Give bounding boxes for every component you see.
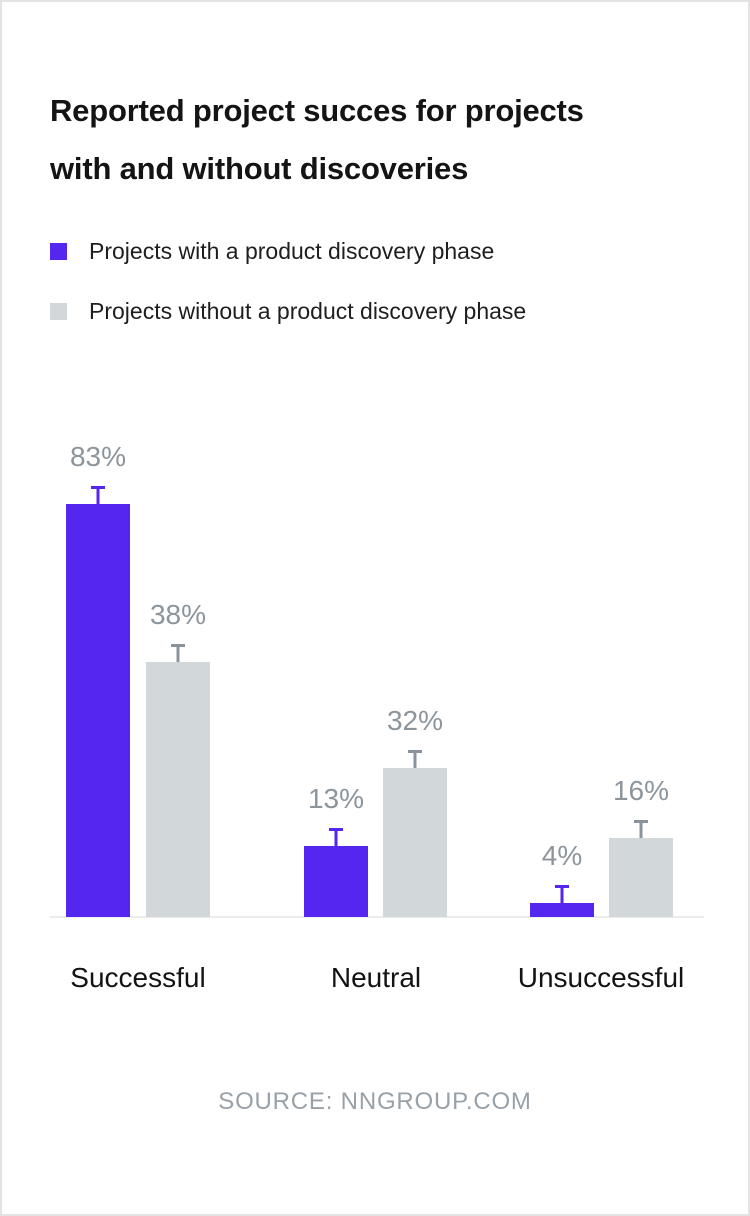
category-label-unsuccessful: Unsuccessful xyxy=(517,962,685,993)
error-bar-stem xyxy=(560,885,564,903)
category-label-successful: Successful xyxy=(70,962,206,993)
x-axis-baseline xyxy=(50,916,704,918)
error-bar-successful-with-discovery xyxy=(91,486,105,504)
chart-title: Reported project succes for projects wit… xyxy=(50,82,710,198)
value-label-unsuccessful-without-discovery: 16% xyxy=(612,775,670,806)
legend-item-with-discovery: Projects with a product discovery phase xyxy=(50,238,526,264)
error-bar-successful-without-discovery xyxy=(171,644,185,662)
chart-title-line2: with and without discoveries xyxy=(50,151,469,186)
error-bar-stem xyxy=(413,750,417,768)
source-text: SOURCE: NNGROUP.COM xyxy=(218,1088,532,1115)
legend-label: Projects with a product discovery phase xyxy=(89,237,495,264)
error-bar-stem xyxy=(639,820,643,838)
error-bar-unsuccessful-with-discovery xyxy=(555,885,569,903)
bar-successful-without-discovery xyxy=(146,662,210,917)
error-bar-neutral-with-discovery xyxy=(329,828,343,846)
error-bar-unsuccessful-without-discovery xyxy=(634,820,648,838)
legend-swatch-gray xyxy=(50,302,67,320)
value-label-neutral-with-discovery: 13% xyxy=(307,783,365,814)
legend-label: Projects without a product discovery pha… xyxy=(89,297,527,324)
error-bar-stem xyxy=(96,486,100,504)
error-bar-neutral-without-discovery xyxy=(408,750,422,768)
legend-swatch-purple xyxy=(50,242,67,260)
bar-unsuccessful-with-discovery xyxy=(530,903,594,917)
error-bar-stem xyxy=(176,644,180,662)
chart-title-line1: Reported project succes for projects xyxy=(50,93,584,128)
category-label-neutral: Neutral xyxy=(330,962,422,993)
error-bar-stem xyxy=(334,828,338,846)
legend-item-without-discovery: Projects without a product discovery pha… xyxy=(50,298,526,324)
value-label-unsuccessful-with-discovery: 4% xyxy=(541,840,583,871)
value-label-successful-with-discovery: 83% xyxy=(69,441,127,472)
bar-neutral-with-discovery xyxy=(304,846,368,917)
legend: Projects with a product discovery phase … xyxy=(50,238,526,358)
value-label-neutral-without-discovery: 32% xyxy=(386,705,444,736)
value-label-successful-without-discovery: 38% xyxy=(149,599,207,630)
bar-neutral-without-discovery xyxy=(383,768,447,917)
bar-successful-with-discovery xyxy=(66,504,130,917)
bar-unsuccessful-without-discovery xyxy=(609,838,673,917)
